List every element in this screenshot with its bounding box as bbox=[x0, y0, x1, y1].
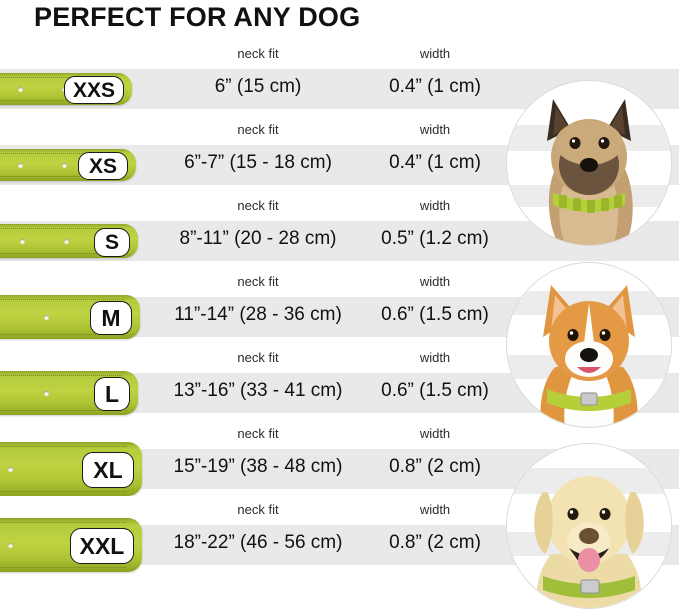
collar-stitching bbox=[0, 299, 124, 300]
collar-stitching bbox=[0, 176, 120, 177]
neck-fit-value: 13”-16” (33 - 41 cm) bbox=[173, 380, 343, 401]
neck-fit-column-label: neck fit bbox=[237, 502, 279, 517]
row-spacer bbox=[0, 337, 679, 344]
size-badge-m: M bbox=[90, 301, 132, 335]
corgi-illustration bbox=[507, 263, 671, 427]
collar-stitching bbox=[0, 100, 116, 101]
size-table: neck fit width 6” (15 cm) 0.4” (1 cm) XXS nec… bbox=[0, 40, 679, 611]
collar-hole bbox=[64, 238, 69, 244]
collar-stitching bbox=[0, 375, 122, 376]
size-badge-xl: XL bbox=[82, 452, 134, 488]
width-column-label: width bbox=[419, 122, 451, 137]
row-spacer bbox=[0, 109, 679, 116]
width-column-label: width bbox=[419, 46, 451, 61]
width-column-label: width bbox=[419, 198, 451, 213]
neck-fit-value: 6”-7” (15 - 18 cm) bbox=[184, 152, 332, 173]
collar-stitching bbox=[0, 153, 120, 154]
collar-stitching bbox=[0, 334, 124, 335]
row-header-strip bbox=[0, 40, 679, 69]
width-value: 0.4” (1 cm) bbox=[389, 76, 481, 97]
width-value: 0.6” (1.5 cm) bbox=[381, 304, 489, 325]
collar-hole bbox=[18, 86, 23, 92]
width-column-label: width bbox=[419, 502, 451, 517]
collar-stitching bbox=[0, 77, 116, 78]
collar-stitching bbox=[0, 410, 122, 411]
collar-stitching bbox=[0, 228, 122, 229]
page-title: PERFECT FOR ANY DOG bbox=[34, 2, 361, 32]
neck-fit-value: 18”-22” (46 - 56 cm) bbox=[173, 532, 343, 553]
collar-stitching bbox=[0, 522, 126, 523]
collar-hole bbox=[8, 466, 13, 472]
width-value: 0.8” (2 cm) bbox=[389, 532, 481, 553]
labrador-illustration bbox=[507, 444, 671, 608]
row-spacer bbox=[0, 489, 679, 496]
collar-hole bbox=[62, 162, 67, 168]
width-value: 0.5” (1.2 cm) bbox=[381, 228, 489, 249]
row-spacer bbox=[0, 413, 679, 420]
size-badge-xxl: XXL bbox=[70, 528, 134, 564]
neck-fit-column-label: neck fit bbox=[237, 426, 279, 441]
width-column-label: width bbox=[419, 350, 451, 365]
size-badge-xxs: XXS bbox=[64, 76, 124, 104]
collar-hole bbox=[8, 542, 13, 548]
row-spacer bbox=[0, 565, 679, 572]
width-value: 0.4” (1 cm) bbox=[389, 152, 481, 173]
row-spacer bbox=[0, 185, 679, 192]
neck-fit-value: 15”-19” (38 - 48 cm) bbox=[173, 456, 343, 477]
width-column-label: width bbox=[419, 426, 451, 441]
width-value: 0.8” (2 cm) bbox=[389, 456, 481, 477]
collar-stitching bbox=[0, 253, 122, 254]
collar-stitching bbox=[0, 446, 126, 447]
neck-fit-value: 8”-11” (20 - 28 cm) bbox=[179, 228, 337, 249]
collar-hole bbox=[44, 390, 49, 396]
neck-fit-column-label: neck fit bbox=[237, 350, 279, 365]
collar-stitching bbox=[0, 491, 126, 492]
size-badge-s: S bbox=[94, 227, 130, 257]
size-badge-xs: XS bbox=[78, 152, 128, 180]
terrier-illustration bbox=[507, 81, 671, 245]
neck-fit-value: 6” (15 cm) bbox=[214, 76, 302, 97]
size-badge-l: L bbox=[94, 377, 130, 411]
neck-fit-column-label: neck fit bbox=[237, 198, 279, 213]
neck-fit-column-label: neck fit bbox=[237, 46, 279, 61]
labrador-photo bbox=[506, 443, 672, 609]
neck-fit-value: 11”-14” (28 - 36 cm) bbox=[174, 304, 342, 325]
terrier-photo bbox=[506, 80, 672, 246]
collar-stitching bbox=[0, 567, 126, 568]
table-row: neck fit width 15”-19” (38 - 48 cm) 0.8” (2… bbox=[0, 420, 679, 496]
neck-fit-column-label: neck fit bbox=[237, 274, 279, 289]
width-column-label: width bbox=[419, 274, 451, 289]
row-spacer bbox=[0, 261, 679, 268]
collar-hole bbox=[20, 238, 25, 244]
collar-hole bbox=[18, 162, 23, 168]
neck-fit-column-label: neck fit bbox=[237, 122, 279, 137]
width-value: 0.6” (1.5 cm) bbox=[381, 380, 489, 401]
corgi-photo bbox=[506, 262, 672, 428]
collar-hole bbox=[44, 314, 49, 320]
